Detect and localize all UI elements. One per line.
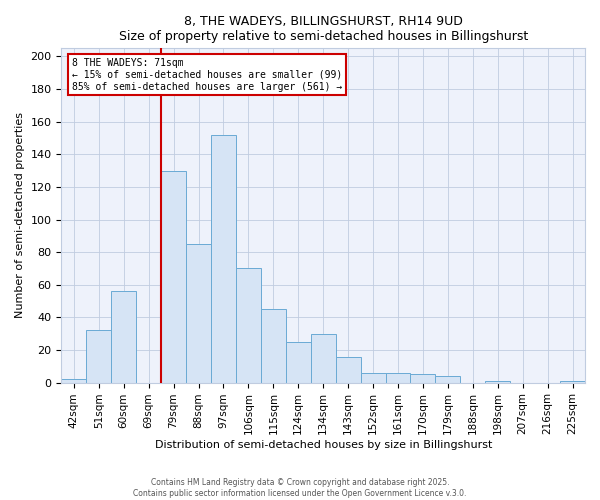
- Bar: [386, 373, 410, 382]
- Bar: [86, 330, 111, 382]
- Y-axis label: Number of semi-detached properties: Number of semi-detached properties: [15, 112, 25, 318]
- Bar: [161, 170, 186, 382]
- Bar: [236, 268, 261, 382]
- Bar: [186, 244, 211, 382]
- X-axis label: Distribution of semi-detached houses by size in Billingshurst: Distribution of semi-detached houses by …: [155, 440, 492, 450]
- Bar: [410, 374, 436, 382]
- Bar: [261, 309, 286, 382]
- Bar: [335, 356, 361, 382]
- Bar: [61, 380, 86, 382]
- Bar: [485, 381, 510, 382]
- Bar: [436, 376, 460, 382]
- Bar: [111, 292, 136, 382]
- Bar: [361, 373, 386, 382]
- Bar: [560, 381, 585, 382]
- Title: 8, THE WADEYS, BILLINGSHURST, RH14 9UD
Size of property relative to semi-detache: 8, THE WADEYS, BILLINGSHURST, RH14 9UD S…: [119, 15, 528, 43]
- Bar: [211, 135, 236, 382]
- Text: Contains HM Land Registry data © Crown copyright and database right 2025.
Contai: Contains HM Land Registry data © Crown c…: [133, 478, 467, 498]
- Text: 8 THE WADEYS: 71sqm
← 15% of semi-detached houses are smaller (99)
85% of semi-d: 8 THE WADEYS: 71sqm ← 15% of semi-detach…: [72, 58, 342, 92]
- Bar: [286, 342, 311, 382]
- Bar: [311, 334, 335, 382]
